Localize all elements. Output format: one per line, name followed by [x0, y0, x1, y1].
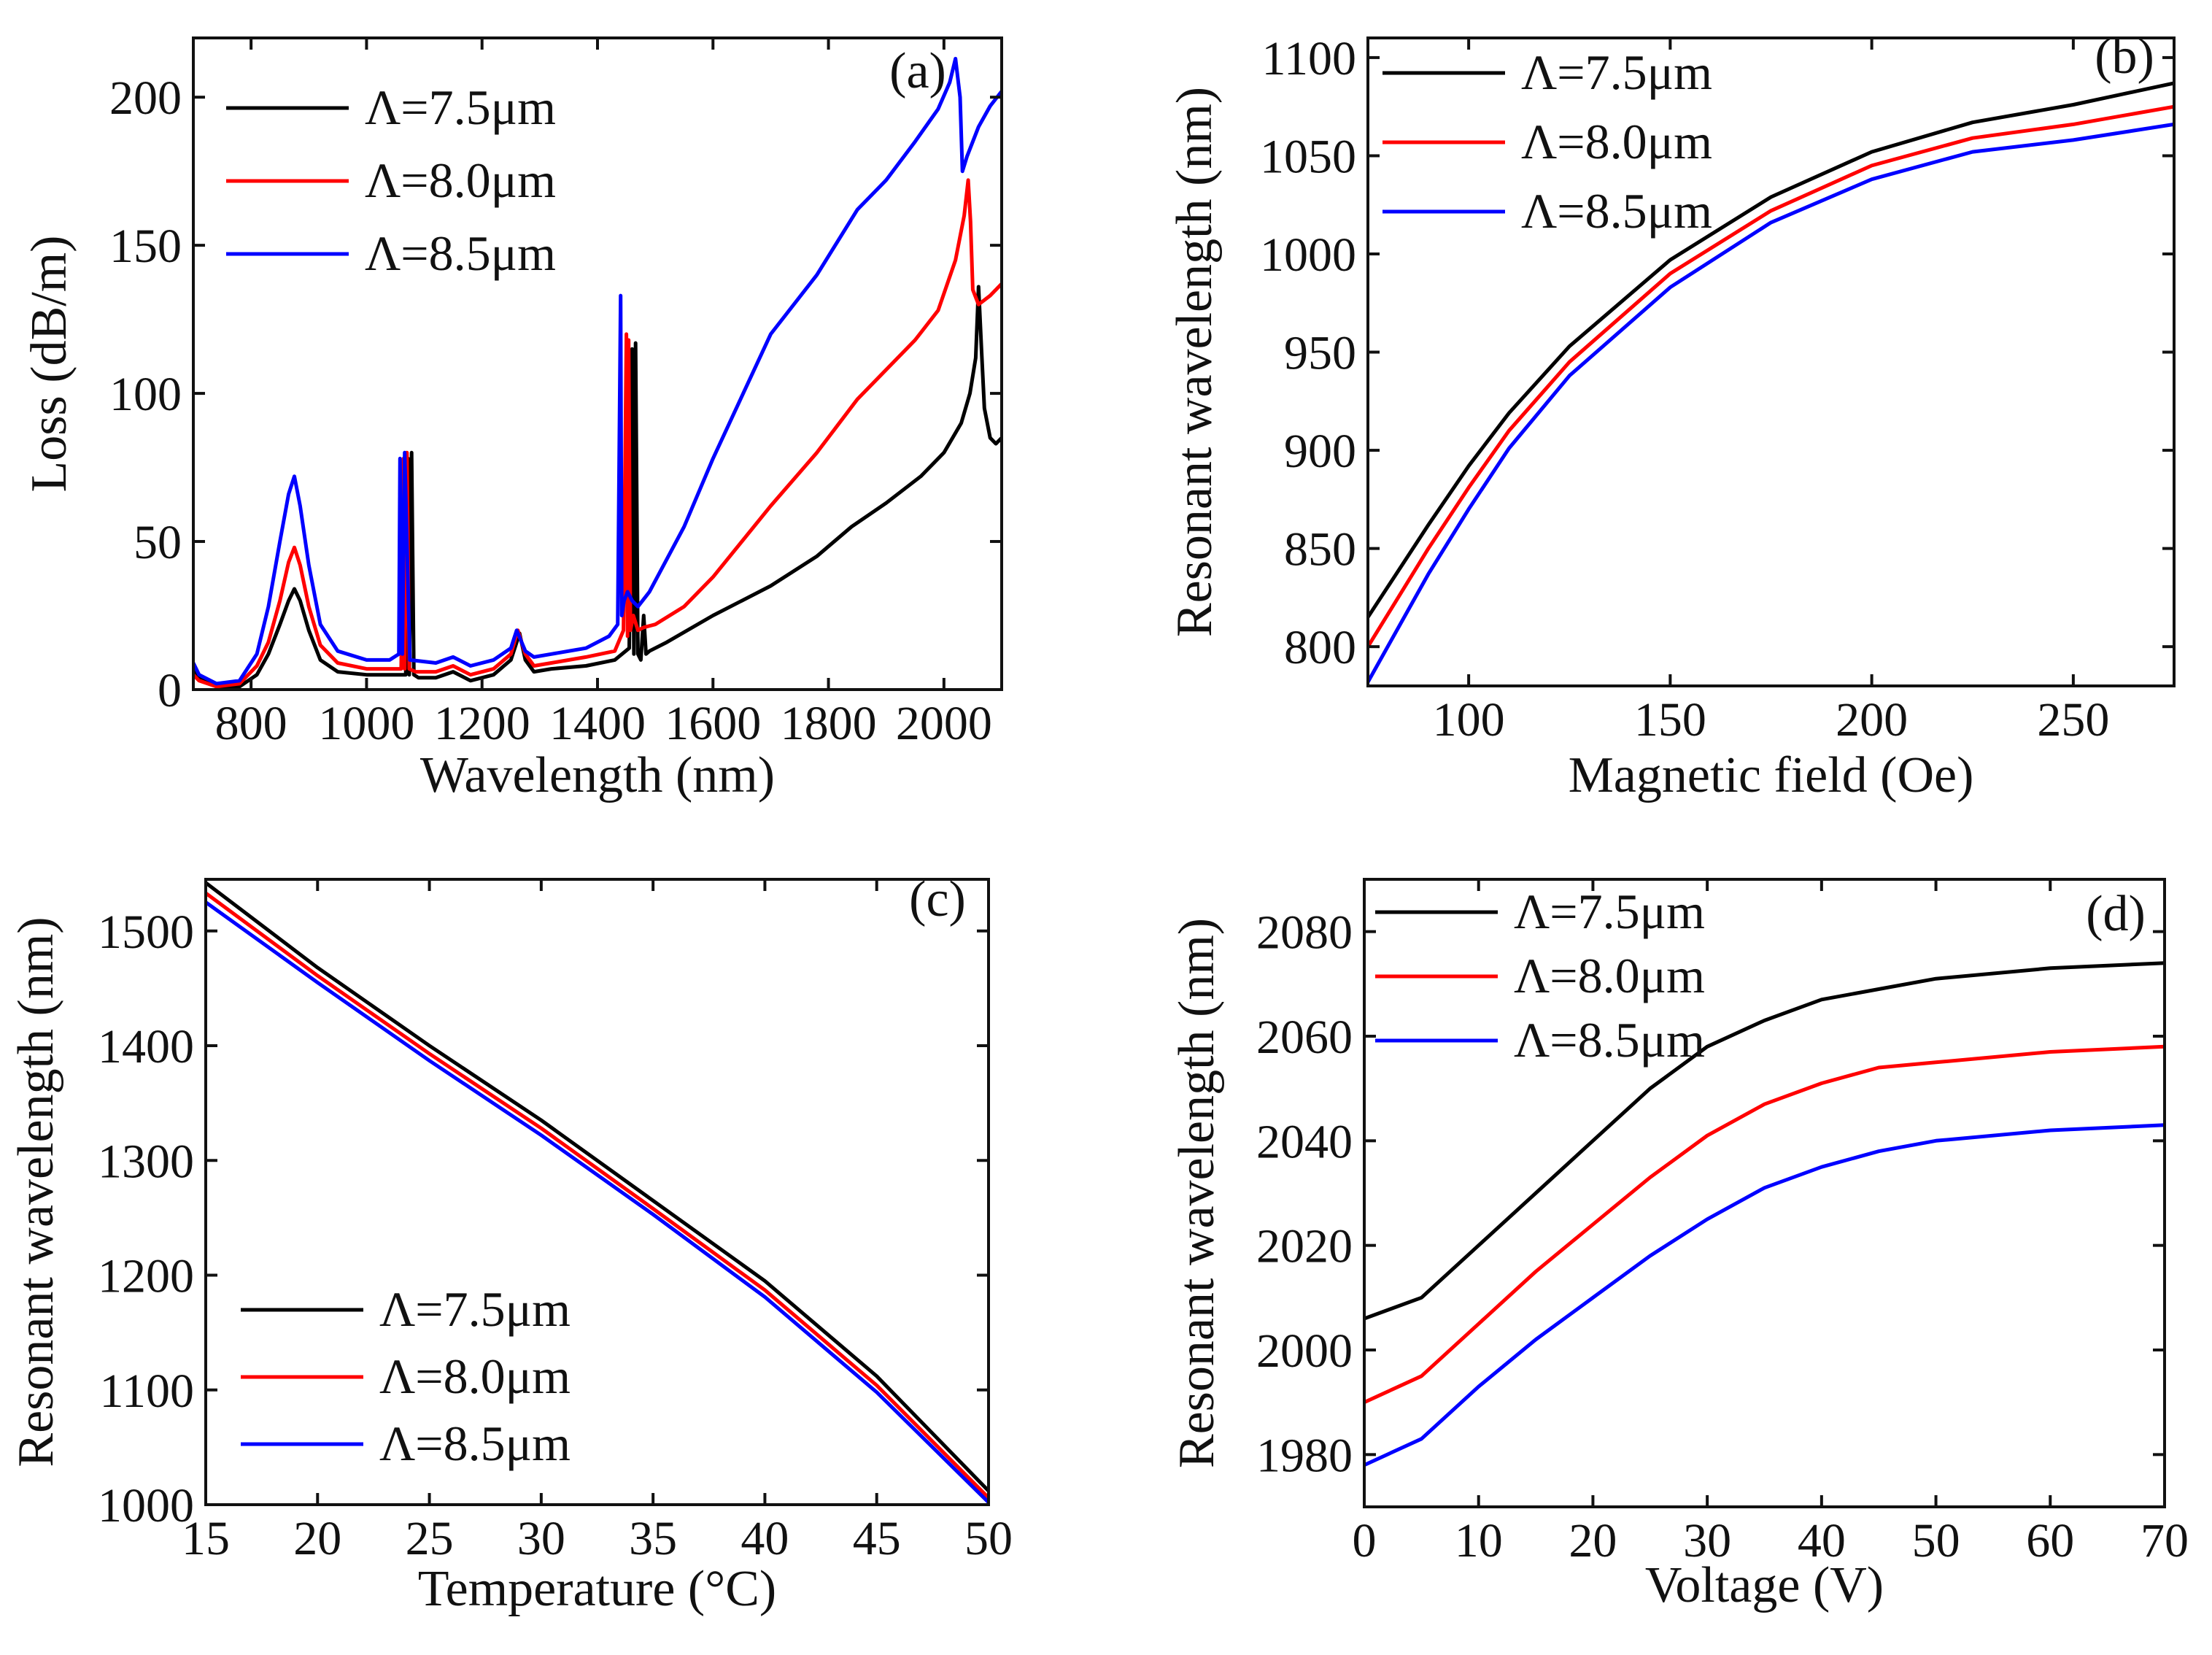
- panel-b: 100 150 200 250 800 850 900 950 1000 1050 1100 Magn…: [1167, 28, 2176, 803]
- panel-a-x-axis-title: Wavelength (nm): [420, 747, 775, 803]
- panel-b-y-tick-label: 800: [1284, 621, 1356, 674]
- panel-b-legend-label: Λ=7.5μm: [1521, 45, 1712, 100]
- panel-b-y-tick-label: 1000: [1260, 228, 1356, 282]
- panel-a: 800 1000 1200 1400 1600 1800 2000 0 50 100 150 200 W…: [21, 36, 1003, 803]
- panel-d-series-line-3: [1364, 1123, 2165, 1467]
- panel-d-label: (d): [2086, 886, 2146, 942]
- panel-c-x-tick-label: 45: [853, 1512, 901, 1565]
- panel-a-y-tick-label: 200: [109, 72, 182, 125]
- panel-a-x-tick-label: 1200: [434, 697, 530, 750]
- panel-b-x-tick-label: 100: [1433, 693, 1505, 747]
- panel-c-label: (c): [909, 871, 966, 927]
- panel-d-y-tick-label: 2060: [1256, 1011, 1353, 1064]
- panel-b-series-line-2: [1368, 104, 2174, 648]
- panel-d-series-line-2: [1364, 1044, 2165, 1404]
- panel-d-legend-label: Λ=8.5μm: [1514, 1012, 1705, 1068]
- panel-a-legend-label: Λ=8.0μm: [365, 153, 556, 208]
- panel-d-y-tick-label: 2020: [1256, 1220, 1353, 1273]
- panel-b-y-tick-label: 1100: [1261, 32, 1356, 85]
- panel-d-y-tick-label: 1980: [1256, 1429, 1353, 1482]
- panel-c-y-tick-label: 1400: [98, 1020, 194, 1073]
- panel-d-x-tick-label: 20: [1569, 1514, 1617, 1567]
- panel-d-x-tick-label: 70: [2141, 1514, 2189, 1567]
- panel-a-label: (a): [889, 43, 946, 99]
- panel-a-series-line-2: [193, 178, 1002, 689]
- panel-d-x-tick-label: 30: [1683, 1514, 1731, 1567]
- panel-d-series-line-1: [1364, 961, 2165, 1321]
- panel-a-x-tick-label: 1000: [318, 697, 414, 750]
- panel-d-legend-label: Λ=8.0μm: [1514, 948, 1705, 1003]
- panel-a-y-tick-label: 0: [158, 664, 182, 717]
- panel-d-frame: [1363, 878, 2166, 1508]
- panel-c-y-tick-label: 1300: [98, 1135, 194, 1188]
- panel-c-frame: [204, 878, 990, 1506]
- panel-d-x-tick-label: 10: [1455, 1514, 1503, 1567]
- panel-c-legend-label: Λ=7.5μm: [379, 1281, 571, 1337]
- panel-c-series-line-3: [206, 900, 989, 1504]
- panel-c-x-tick-label: 25: [406, 1512, 454, 1565]
- panel-a-x-tick-label: 2000: [896, 697, 992, 750]
- panel-b-y-axis-title: Resonant wavelength (nm): [1167, 87, 1223, 637]
- panel-d-y-tick-label: 2000: [1256, 1324, 1353, 1378]
- panel-c-x-tick-label: 30: [517, 1512, 565, 1565]
- panel-c-legend-label: Λ=8.5μm: [379, 1416, 571, 1471]
- panel-b-y-tick-label: 850: [1284, 523, 1356, 576]
- panel-c: 15 20 25 30 35 40 45 50 1000 1100 1200 1300 1400 1500…: [8, 871, 1013, 1617]
- panel-a-x-tick-label: 1400: [549, 697, 646, 750]
- panel-a-legend-label: Λ=7.5μm: [365, 80, 556, 135]
- panel-b-y-tick-label: 900: [1284, 425, 1356, 478]
- panel-a-series-line-3: [193, 56, 1002, 686]
- panel-b-x-axis-title: Magnetic field (Oe): [1569, 747, 1974, 803]
- panel-c-y-tick-label: 1100: [99, 1365, 194, 1418]
- panel-b-series-line-3: [1368, 122, 2174, 683]
- panel-c-y-axis-title: Resonant wavelength (nm): [8, 917, 64, 1467]
- panel-d-x-tick-label: 40: [1798, 1514, 1846, 1567]
- panel-b-series-line-1: [1368, 81, 2174, 619]
- panel-c-x-tick-label: 50: [964, 1512, 1013, 1565]
- panel-c-series-line-1: [206, 881, 989, 1492]
- panel-a-legend-label: Λ=8.5μm: [365, 225, 556, 281]
- panel-d-x-tick-label: 50: [1912, 1514, 1960, 1567]
- panel-b-legend-label: Λ=8.0μm: [1521, 114, 1712, 169]
- panel-a-y-tick-label: 150: [109, 220, 182, 273]
- panel-d-x-axis-title: Voltage (V): [1645, 1557, 1884, 1613]
- panel-a-x-tick-label: 1800: [781, 697, 877, 750]
- panel-c-x-tick-label: 20: [293, 1512, 341, 1565]
- panel-b-y-tick-label: 950: [1284, 327, 1356, 380]
- panel-a-x-tick-label: 1600: [665, 697, 761, 750]
- panel-d-y-tick-label: 2080: [1256, 906, 1353, 960]
- panel-c-y-tick-label: 1200: [98, 1250, 194, 1303]
- panel-d-legend-label: Λ=7.5μm: [1514, 884, 1705, 939]
- panel-b-x-tick-label: 200: [1836, 693, 1908, 747]
- panel-b-frame: [1366, 36, 2176, 687]
- panel-b-label: (b): [2095, 28, 2154, 85]
- panel-b-y-tick-label: 1050: [1260, 130, 1356, 183]
- panel-d-x-tick-label: 0: [1353, 1514, 1377, 1567]
- panel-a-series-line-1: [193, 285, 1002, 689]
- panel-d-y-axis-title: Resonant wavelength (nm): [1169, 918, 1225, 1468]
- panel-c-x-axis-title: Temperature (°C): [418, 1561, 776, 1617]
- panel-c-x-tick-label: 15: [182, 1512, 230, 1565]
- panel-d-x-tick-label: 60: [2026, 1514, 2074, 1567]
- panel-c-y-tick-label: 1000: [98, 1479, 194, 1532]
- panel-b-legend-label: Λ=8.5μm: [1521, 183, 1712, 239]
- panel-c-legend-label: Λ=8.0μm: [379, 1349, 571, 1404]
- panel-c-y-tick-label: 1500: [98, 906, 194, 959]
- panel-b-x-tick-label: 150: [1634, 693, 1706, 747]
- panel-c-x-tick-label: 35: [629, 1512, 677, 1565]
- panel-a-y-axis-title: Loss (dB/m): [21, 236, 77, 493]
- panel-a-y-tick-label: 50: [134, 516, 182, 569]
- panel-d-y-tick-label: 2040: [1256, 1115, 1353, 1168]
- panel-a-y-tick-label: 100: [109, 368, 182, 421]
- panel-b-x-tick-label: 250: [2037, 693, 2109, 747]
- panel-a-x-tick-label: 800: [215, 697, 287, 750]
- panel-c-x-tick-label: 40: [740, 1512, 789, 1565]
- panel-d: 0 10 20 30 40 50 60 70 1980 2000 2020 2040 2060 2080 V…: [1169, 878, 2189, 1613]
- panel-c-series-line-2: [206, 891, 989, 1500]
